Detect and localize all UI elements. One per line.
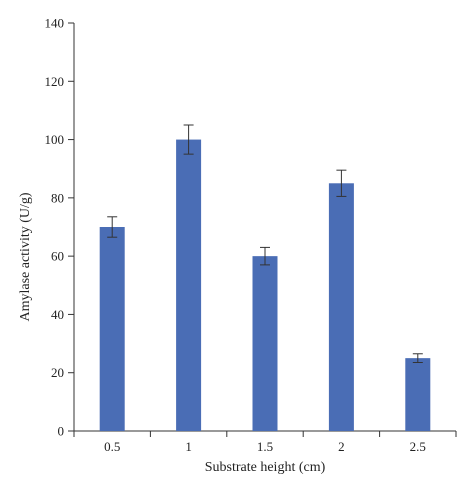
x-tick-label: 2.5 (410, 439, 426, 454)
error-bars (107, 124, 423, 364)
bars (99, 139, 431, 432)
y-tick-label: 20 (51, 365, 64, 380)
x-axis-title: Substrate height (cm) (205, 460, 326, 475)
x-tick-label: 1.5 (257, 439, 273, 454)
y-axis-title: Amylase activity (U/g) (18, 192, 33, 321)
bar (405, 358, 431, 431)
x-tick-label: 0.5 (104, 439, 120, 454)
y-tick-label: 80 (51, 190, 64, 205)
y-tick-label: 120 (45, 74, 65, 89)
bar (99, 227, 125, 431)
bar (252, 256, 278, 431)
x-tick-label: 2 (338, 439, 345, 454)
y-axis: 0 20 40 60 80 100 120 140 (45, 16, 75, 439)
bar (176, 139, 202, 432)
y-tick-label: 40 (51, 307, 64, 322)
y-tick-label: 100 (45, 132, 65, 147)
x-tick-label: 1 (185, 439, 192, 454)
bar (328, 183, 354, 431)
y-tick-label: 140 (45, 16, 65, 31)
y-tick-label: 60 (51, 249, 64, 264)
y-tick-label: 0 (58, 424, 65, 439)
x-axis: 0.5 1 1.5 2 2.5 (73, 430, 457, 454)
